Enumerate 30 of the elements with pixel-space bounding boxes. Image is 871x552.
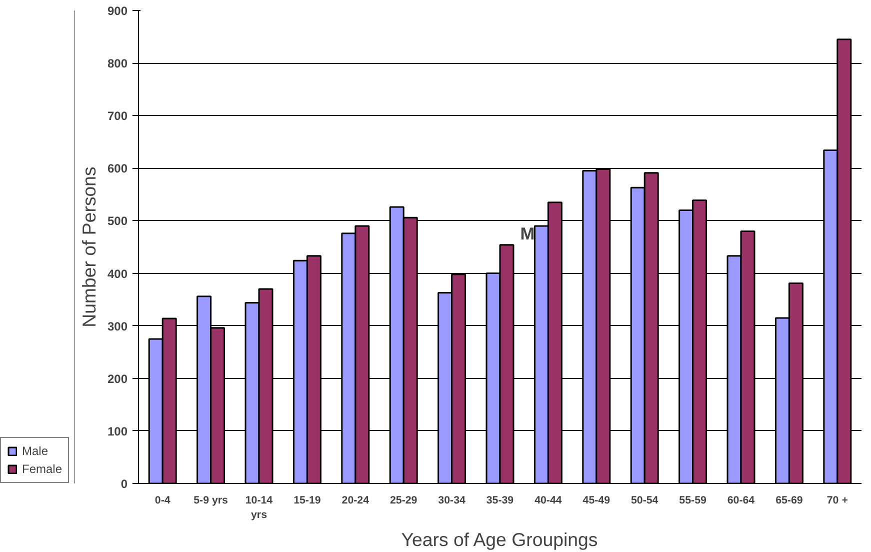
x-tick-label: 30-34 <box>438 494 466 506</box>
x-axis-title: Years of Age Groupings <box>401 528 598 550</box>
x-tick-label: 20-24 <box>342 494 370 506</box>
x-tick-label: 40-44 <box>534 494 562 506</box>
x-tick-label: 5-9 yrs <box>194 494 228 506</box>
x-tick-label: 10-14 yrs <box>245 494 273 521</box>
y-tick-label: 300 <box>107 319 128 334</box>
x-tick-label: 70 + <box>826 494 848 506</box>
x-tick-label: 60-64 <box>727 494 755 506</box>
y-axis-title: Number of Persons <box>78 166 100 328</box>
x-tick-label: 65-69 <box>776 494 803 506</box>
x-tick-label: 45-49 <box>582 494 610 506</box>
legend-label: Female <box>22 462 62 476</box>
x-tick-label: 50-54 <box>630 494 658 506</box>
y-tick-label: 200 <box>107 372 128 386</box>
y-tick-label: 400 <box>107 266 128 281</box>
x-tick-label: 15-19 <box>294 494 321 506</box>
annotation: M <box>520 224 535 244</box>
y-tick-label: 100 <box>107 424 128 438</box>
y-tick-label: 0 <box>120 477 128 491</box>
y-tick-label: 500 <box>107 214 128 228</box>
x-tick-label: 0-4 <box>154 494 170 506</box>
legend-label: Male <box>22 444 48 458</box>
y-tick-label: 900 <box>107 4 128 18</box>
x-tick-label: 35-39 <box>486 494 514 506</box>
y-tick-label: 600 <box>107 162 128 176</box>
y-tick-label: 800 <box>107 56 128 71</box>
x-tick-label: 55-59 <box>679 494 706 506</box>
y-tick-label: 700 <box>107 109 128 124</box>
x-tick-label: 25-29 <box>390 494 418 506</box>
